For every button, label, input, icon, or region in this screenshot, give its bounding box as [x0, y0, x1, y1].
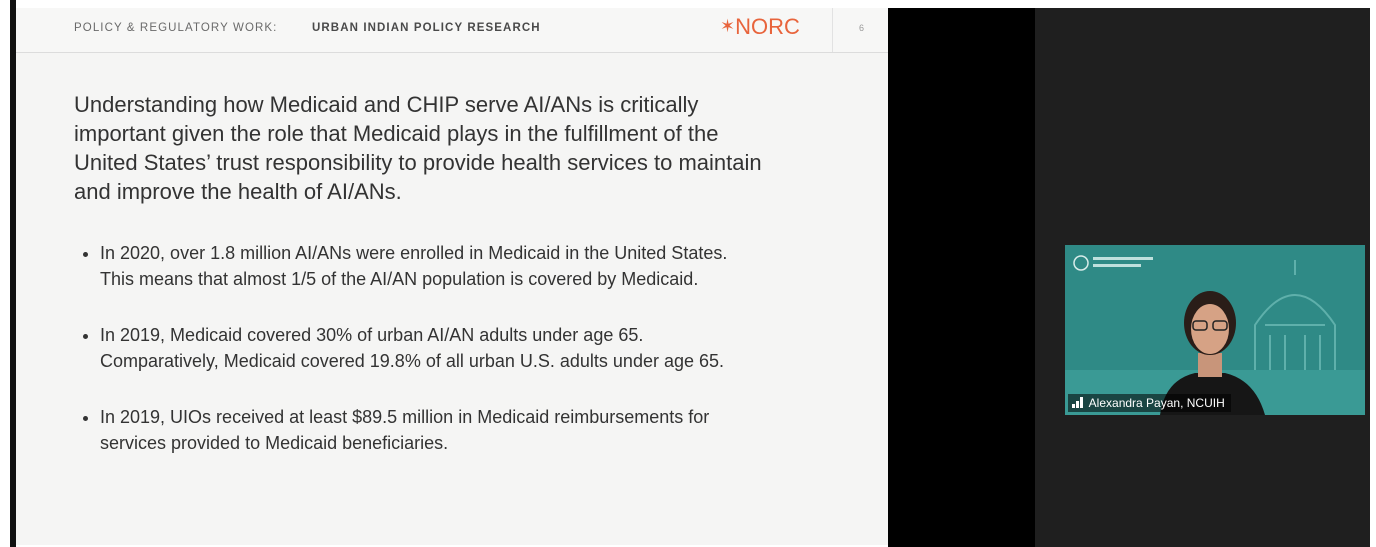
logo: ✶NORC: [720, 14, 800, 40]
org-logo: [1093, 264, 1141, 267]
header-title: URBAN INDIAN POLICY RESEARCH: [312, 22, 541, 34]
person: [1191, 304, 1229, 354]
org-logo: [1074, 256, 1088, 270]
video-feed: [1065, 245, 1365, 415]
slide: POLICY & REGULATORY WORK: URBAN INDIAN P…: [16, 8, 888, 545]
slide-header: POLICY & REGULATORY WORK: URBAN INDIAN P…: [16, 8, 888, 53]
signal-icon: [1072, 397, 1086, 408]
bullet: In 2019, UIOs received at least $89.5 mi…: [100, 404, 750, 456]
header-section: POLICY & REGULATORY WORK:: [74, 22, 277, 34]
video-tile[interactable]: [1065, 245, 1365, 415]
video-background: [888, 8, 1035, 547]
intro-text: Understanding how Medicaid and CHIP serv…: [74, 90, 782, 206]
bullet-list: In 2020, over 1.8 million AI/ANs were en…: [74, 240, 750, 486]
bullet: In 2019, Medicaid covered 30% of urban A…: [100, 322, 750, 374]
capitol-graphic: [1255, 260, 1335, 375]
org-logo: [1093, 257, 1153, 260]
participant-name: Alexandra Payan, NCUIH: [1089, 396, 1225, 410]
participant-label: Alexandra Payan, NCUIH: [1068, 394, 1231, 412]
logo-star: ✶: [720, 16, 735, 36]
separator: [832, 8, 833, 52]
bullet: In 2020, over 1.8 million AI/ANs were en…: [100, 240, 750, 292]
screen: {"header": {"section": "POLICY & REGULAT…: [0, 0, 1376, 547]
person: [1198, 353, 1222, 377]
logo-text: NORC: [735, 14, 800, 39]
page-number: 6: [859, 23, 864, 33]
